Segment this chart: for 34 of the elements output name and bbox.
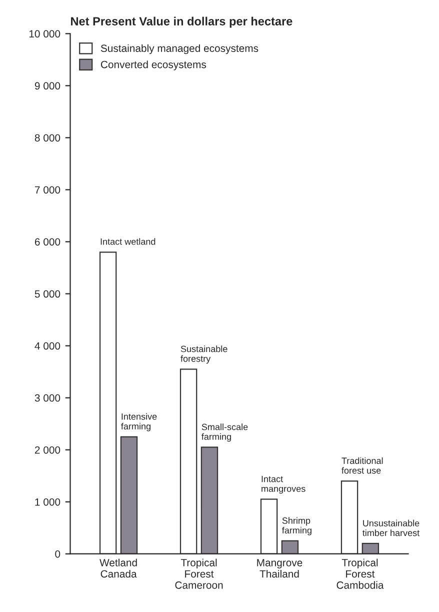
legend-label: Sustainably managed ecosystems bbox=[100, 44, 258, 54]
bar bbox=[260, 498, 278, 554]
bar bbox=[200, 446, 218, 554]
y-tick-label: 3 000 bbox=[34, 394, 60, 402]
x-tick-label: Mangrove Thailand bbox=[257, 559, 302, 578]
annotation: Sustainable forestry bbox=[180, 345, 228, 364]
y-tick-label: 9 000 bbox=[34, 82, 60, 90]
annotation: Intact mangroves bbox=[262, 476, 306, 494]
bar bbox=[99, 252, 117, 554]
bar bbox=[120, 436, 138, 554]
annotation: Unsustainable timber harvest bbox=[362, 520, 420, 536]
bar bbox=[180, 368, 198, 554]
x-tick-label: Wetland Canada bbox=[100, 558, 137, 578]
y-tick-label: 5 000 bbox=[34, 290, 60, 298]
annotation: Small-scale farming bbox=[202, 424, 248, 442]
y-tick-label: 7 000 bbox=[34, 186, 60, 194]
y-tick-label: 0 bbox=[55, 550, 60, 558]
annotation: Intact wetland bbox=[100, 238, 156, 245]
y-tick-label: 4 000 bbox=[34, 342, 60, 350]
annotation: Traditional forest use bbox=[342, 457, 383, 474]
annotation: Shrimp farming bbox=[282, 517, 312, 536]
x-tick-label: Tropical Forest Cameroon bbox=[175, 558, 223, 589]
x-tick-label: Tropical Forest Cambodia bbox=[336, 558, 384, 589]
bar bbox=[340, 480, 358, 554]
y-tick-label: 6 000 bbox=[34, 238, 60, 246]
chart-title: Net Present Value in dollars per hectare bbox=[71, 16, 292, 28]
y-tick-label: 10 000 bbox=[29, 30, 60, 38]
annotation: Intensive farming bbox=[121, 413, 157, 432]
y-tick-label: 1 000 bbox=[35, 498, 60, 506]
bar bbox=[362, 542, 380, 554]
y-tick-label: 2 000 bbox=[34, 446, 60, 454]
bar bbox=[281, 540, 299, 554]
legend-label: Converted ecosystems bbox=[100, 60, 206, 70]
y-tick-label: 8 000 bbox=[34, 134, 60, 142]
